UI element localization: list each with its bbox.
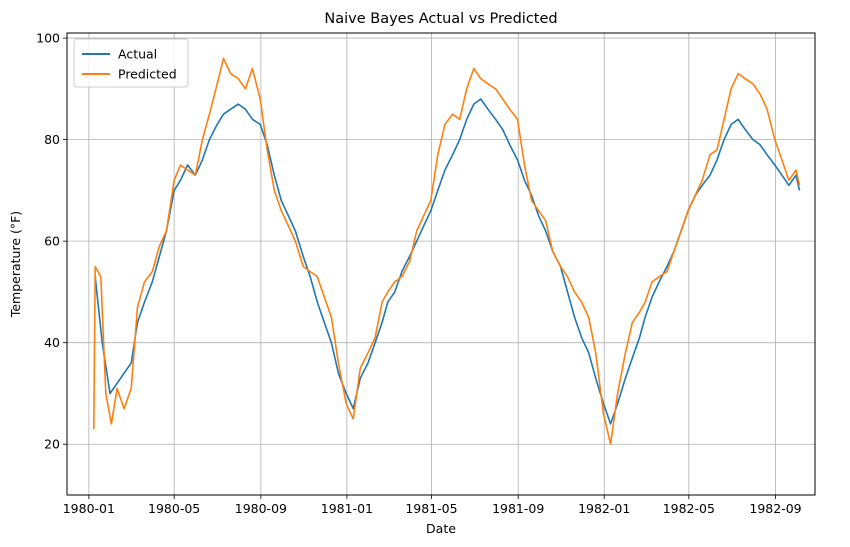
legend-label-actual: Actual bbox=[118, 47, 157, 62]
x-axis-label: Date bbox=[426, 521, 456, 536]
series-layer bbox=[93, 57, 801, 445]
y-axis-label: Temperature (°F) bbox=[8, 211, 23, 318]
x-tick-label: 1981-05 bbox=[405, 501, 457, 516]
ticks: 1980-01 1980-05 1980-09 1981-01 1981-05 1981-… bbox=[36, 31, 802, 516]
x-tick-label: 1982-01 bbox=[578, 501, 630, 516]
x-tick-label: 1981-09 bbox=[492, 501, 544, 516]
legend: Actual Predicted bbox=[73, 38, 189, 88]
y-tick-label: 20 bbox=[44, 437, 60, 452]
series-line-predicted bbox=[93, 57, 801, 445]
legend-label-predicted: Predicted bbox=[118, 67, 177, 82]
y-tick-label: 40 bbox=[44, 335, 60, 350]
y-tick-label: 60 bbox=[44, 234, 60, 249]
x-tick-label: 1980-09 bbox=[235, 501, 287, 516]
x-tick-label: 1980-01 bbox=[63, 501, 115, 516]
y-tick-label: 80 bbox=[44, 132, 60, 147]
grid bbox=[67, 33, 815, 495]
x-tick-label: 1982-05 bbox=[663, 501, 715, 516]
x-tick-label: 1980-05 bbox=[148, 501, 200, 516]
x-tick-label: 1981-01 bbox=[321, 501, 373, 516]
chart-title: Naive Bayes Actual vs Predicted bbox=[324, 11, 557, 27]
y-tick-label: 100 bbox=[36, 31, 60, 46]
x-tick-label: 1982-09 bbox=[749, 501, 801, 516]
plot-frame bbox=[66, 32, 816, 496]
